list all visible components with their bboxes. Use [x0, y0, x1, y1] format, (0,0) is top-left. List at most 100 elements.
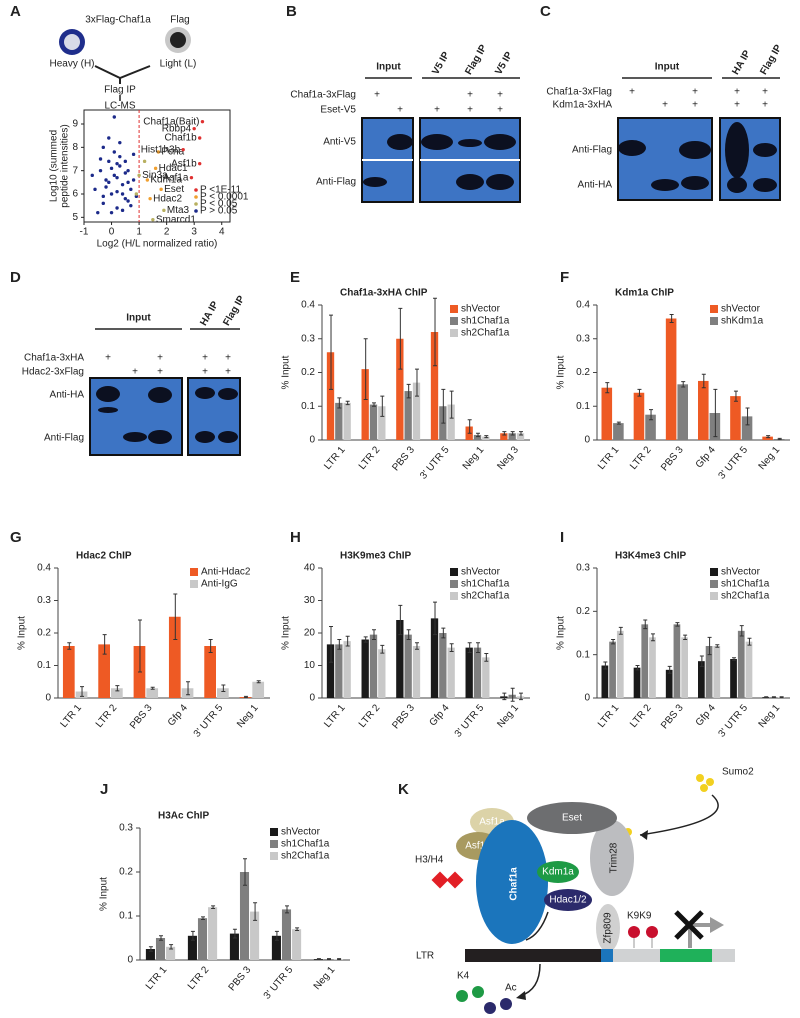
error-bar	[173, 593, 178, 640]
plus-mark: +	[397, 105, 403, 116]
error-bar	[316, 958, 321, 961]
antibody-label: Anti-Flag	[572, 145, 612, 156]
error-bar	[707, 636, 712, 656]
error-bar	[190, 930, 195, 941]
point	[115, 175, 119, 180]
point-label: Sin3a	[142, 170, 168, 181]
x-tick-label: PBS 3	[659, 444, 686, 473]
point	[115, 189, 119, 194]
error-bar	[285, 905, 289, 914]
legend-label: P < 0.05	[200, 199, 238, 210]
plus-mark: +	[202, 353, 208, 364]
point	[153, 166, 158, 171]
error-bar	[329, 626, 334, 663]
bar	[396, 338, 404, 440]
bar	[404, 391, 412, 440]
bar	[730, 396, 741, 440]
error-bar	[186, 681, 191, 696]
x-tick-label: 3' UTR 5	[716, 702, 750, 739]
block-x	[674, 910, 704, 940]
point	[101, 201, 105, 206]
y-tick-label: 0.1	[37, 660, 51, 671]
point	[197, 161, 202, 166]
label: Asf1b	[465, 841, 491, 852]
bar	[252, 681, 265, 698]
point	[134, 192, 139, 196]
x-tick-label: LTR 1	[322, 702, 348, 730]
bar	[609, 641, 616, 698]
bar	[208, 907, 218, 960]
legend-swatch	[450, 592, 458, 600]
y-tick-label: 0.2	[37, 628, 51, 639]
ip-header: Flag IP	[463, 43, 489, 77]
band	[484, 134, 516, 150]
legend-label: sh2Chaf1a	[461, 328, 510, 339]
bar	[250, 911, 260, 960]
bar	[361, 639, 369, 698]
error-bar	[745, 407, 750, 426]
point-label: Mta3	[167, 205, 190, 216]
bar	[239, 872, 250, 960]
point	[126, 168, 130, 173]
y-tick-label: 0.3	[576, 333, 590, 344]
x-tick-label: Neg 1	[312, 964, 338, 992]
legend-label: Anti-IgG	[201, 579, 238, 590]
plus-mark: +	[105, 353, 111, 364]
point	[120, 192, 125, 196]
plus-mark: +	[662, 100, 668, 111]
band	[387, 134, 413, 150]
bar	[649, 637, 656, 698]
y-tick-label: 8	[72, 142, 78, 153]
error-bar	[732, 657, 737, 661]
error-bar	[766, 435, 771, 439]
error-bar	[611, 639, 616, 645]
x-tick-label: LTR 1	[596, 444, 622, 472]
legend-swatch	[270, 840, 278, 848]
panel-label: I	[560, 529, 564, 546]
y-axis-label: % Input	[99, 877, 110, 911]
x-tick-label: LTR 2	[357, 702, 383, 730]
error-bar	[713, 388, 718, 438]
x-tick-label: Neg 3	[495, 444, 521, 472]
legend-label: sh1Chaf1a	[461, 316, 510, 327]
legend-swatch	[450, 580, 458, 588]
x-tick-label: LTR 2	[357, 444, 383, 472]
bar	[601, 387, 613, 440]
error-bar	[484, 652, 489, 662]
y-axis-label: Log10 (summed	[49, 130, 60, 202]
input-header: Input	[655, 62, 680, 73]
point	[115, 161, 119, 166]
legend-label: shVector	[721, 567, 761, 578]
point	[159, 187, 163, 192]
point	[98, 157, 103, 161]
bar	[677, 384, 688, 440]
trim28	[590, 820, 634, 896]
plus-mark: +	[225, 367, 231, 378]
legend-label: shVector	[461, 304, 501, 315]
x-tick-label: PBS 3	[390, 702, 417, 731]
point	[181, 147, 185, 152]
band	[486, 174, 514, 190]
bar	[665, 669, 673, 698]
error-bar	[603, 661, 608, 670]
point-label: Asf1b	[171, 158, 197, 169]
label: Flag IP	[104, 85, 136, 96]
y-tick-label: 0	[309, 435, 315, 446]
error-bar	[667, 665, 672, 674]
x-tick-label: Gfp 4	[694, 444, 718, 470]
label: Kdm1a	[542, 867, 574, 878]
zfp809	[596, 904, 620, 952]
error-bar	[406, 383, 411, 399]
point	[120, 182, 125, 187]
ip-header: HA IP	[198, 299, 221, 328]
error-bar	[380, 395, 385, 417]
error-bar	[363, 636, 368, 643]
point	[197, 136, 202, 140]
error-bar	[484, 435, 489, 439]
band	[679, 141, 711, 159]
point	[115, 206, 119, 210]
error-bar	[441, 388, 446, 424]
plus-mark: +	[734, 100, 740, 111]
plus-mark: +	[734, 87, 740, 98]
point	[101, 194, 105, 199]
